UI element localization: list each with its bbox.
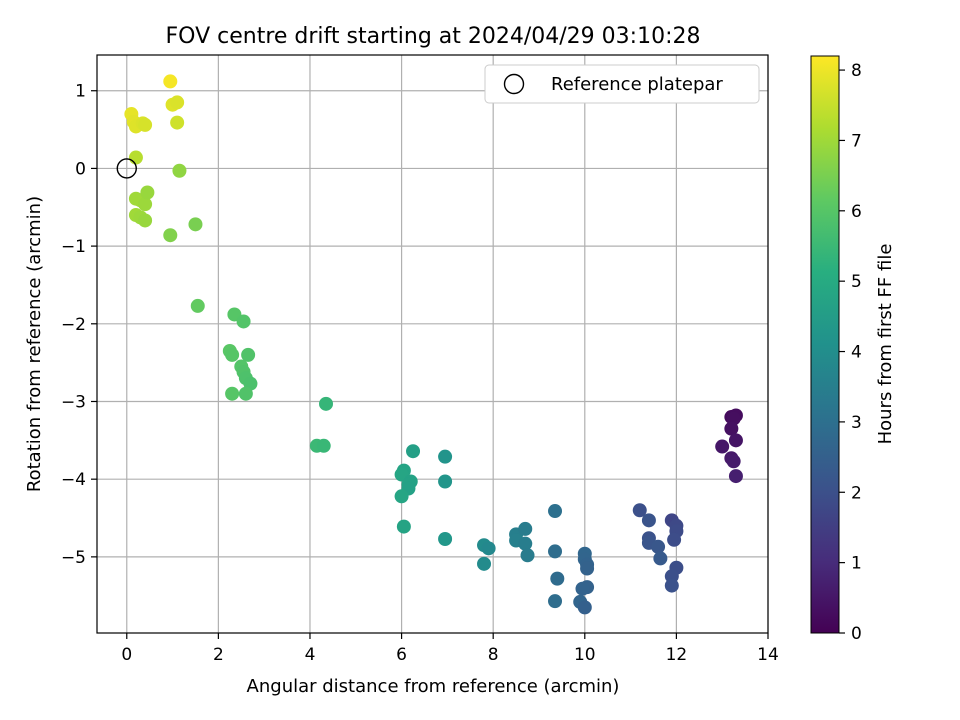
data-point bbox=[163, 228, 178, 243]
data-point bbox=[138, 197, 153, 212]
legend-reference-marker bbox=[503, 73, 525, 95]
chart-title: FOV centre drift starting at 2024/04/29 … bbox=[166, 24, 701, 49]
data-point bbox=[653, 551, 668, 566]
data-point bbox=[319, 396, 334, 411]
data-point bbox=[170, 95, 185, 110]
data-point bbox=[190, 298, 205, 313]
colorbar-gradient bbox=[810, 55, 840, 634]
colorbar-ticks: 0 1 2 3 4 5 6 7 8 bbox=[839, 61, 862, 644]
colorbar-tick-label: 3 bbox=[851, 413, 862, 433]
x-tick-label: 8 bbox=[488, 645, 499, 665]
data-point bbox=[726, 454, 741, 469]
data-point bbox=[225, 347, 240, 362]
y-tick-label: −1 bbox=[61, 237, 86, 257]
data-point bbox=[438, 474, 453, 489]
data-point bbox=[632, 503, 647, 518]
grid bbox=[97, 55, 769, 633]
x-tick-label: 0 bbox=[121, 645, 132, 665]
data-point bbox=[664, 578, 679, 593]
data-point bbox=[163, 74, 178, 89]
data-point bbox=[170, 115, 185, 130]
data-point bbox=[575, 581, 590, 596]
data-point bbox=[550, 571, 565, 586]
scatter-points bbox=[124, 74, 743, 615]
data-point bbox=[406, 444, 421, 459]
data-point bbox=[580, 561, 595, 576]
colorbar-tick-label: 6 bbox=[851, 202, 862, 222]
data-point bbox=[728, 433, 743, 448]
data-point bbox=[724, 421, 739, 436]
legend-box bbox=[484, 64, 760, 104]
x-tick-label: 6 bbox=[396, 645, 407, 665]
x-tick-label: 10 bbox=[574, 645, 596, 665]
x-tick-label: 2 bbox=[213, 645, 224, 665]
data-point bbox=[651, 539, 666, 554]
x-axis-ticks: 0 2 4 6 8 10 12 14 bbox=[121, 633, 779, 665]
data-point bbox=[241, 347, 256, 362]
data-point bbox=[188, 217, 203, 232]
y-axis-label: Rotation from reference (arcmin) bbox=[24, 196, 45, 492]
data-point bbox=[172, 163, 187, 178]
x-tick-label: 14 bbox=[757, 645, 779, 665]
colorbar-tick-label: 8 bbox=[851, 61, 862, 81]
data-point bbox=[641, 513, 656, 528]
data-point bbox=[715, 439, 730, 454]
data-point bbox=[138, 213, 153, 228]
data-point bbox=[667, 532, 682, 547]
data-point bbox=[394, 489, 409, 504]
y-tick-label: −5 bbox=[61, 548, 86, 568]
reference-marker bbox=[116, 158, 137, 179]
data-point bbox=[140, 185, 155, 200]
data-point bbox=[138, 117, 153, 132]
y-tick-label: −2 bbox=[61, 315, 86, 335]
y-tick-label: 1 bbox=[75, 82, 86, 102]
y-tick-label: 0 bbox=[75, 159, 86, 179]
data-point bbox=[238, 386, 253, 401]
data-point bbox=[481, 541, 496, 556]
colorbar-tick-label: 0 bbox=[851, 624, 862, 644]
colorbar-tick-label: 5 bbox=[851, 272, 862, 292]
data-point bbox=[128, 150, 143, 165]
colorbar-tick-label: 4 bbox=[851, 343, 862, 363]
data-point bbox=[577, 600, 592, 615]
colorbar: 0 1 2 3 4 5 6 7 8 Hours from first FF file bbox=[810, 55, 896, 644]
colorbar-tick-label: 7 bbox=[851, 131, 862, 151]
plot-frame bbox=[96, 54, 769, 634]
colorbar-label: Hours from first FF file bbox=[875, 244, 896, 445]
data-point bbox=[518, 536, 533, 551]
legend: Reference platepar bbox=[484, 64, 760, 104]
data-point bbox=[396, 519, 411, 534]
reference-platepar-point bbox=[116, 158, 137, 179]
data-point bbox=[548, 544, 563, 559]
data-point bbox=[477, 556, 492, 571]
x-tick-label: 12 bbox=[666, 645, 688, 665]
data-point bbox=[225, 386, 240, 401]
colorbar-tick-label: 2 bbox=[851, 483, 862, 503]
legend-entry-reference-platepar: Reference platepar bbox=[551, 74, 723, 95]
data-point bbox=[548, 594, 563, 609]
data-point bbox=[728, 469, 743, 484]
colorbar-tick-label: 1 bbox=[851, 554, 862, 574]
data-point bbox=[236, 314, 251, 329]
data-point bbox=[548, 504, 563, 519]
data-point bbox=[438, 449, 453, 464]
x-axis-label: Angular distance from reference (arcmin) bbox=[247, 676, 620, 697]
data-point bbox=[518, 521, 533, 536]
data-point bbox=[438, 531, 453, 546]
y-axis-ticks: 1 0 −1 −2 −3 −4 −5 bbox=[61, 82, 97, 568]
x-tick-label: 4 bbox=[305, 645, 316, 665]
data-point bbox=[316, 438, 331, 453]
y-tick-label: −4 bbox=[61, 470, 86, 490]
data-point bbox=[520, 548, 535, 563]
y-tick-label: −3 bbox=[61, 392, 86, 412]
